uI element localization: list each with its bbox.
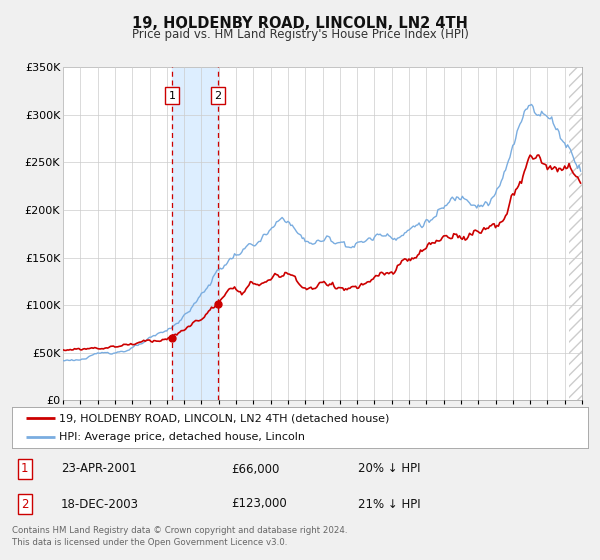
Text: 19, HOLDENBY ROAD, LINCOLN, LN2 4TH: 19, HOLDENBY ROAD, LINCOLN, LN2 4TH	[132, 16, 468, 31]
Text: Price paid vs. HM Land Registry's House Price Index (HPI): Price paid vs. HM Land Registry's House …	[131, 28, 469, 41]
Text: 1: 1	[169, 91, 175, 101]
Text: 23-APR-2001: 23-APR-2001	[61, 463, 137, 475]
Text: This data is licensed under the Open Government Licence v3.0.: This data is licensed under the Open Gov…	[12, 538, 287, 547]
Text: 19, HOLDENBY ROAD, LINCOLN, LN2 4TH (detached house): 19, HOLDENBY ROAD, LINCOLN, LN2 4TH (det…	[59, 413, 389, 423]
Bar	[172, 67, 218, 400]
Text: Contains HM Land Registry data © Crown copyright and database right 2024.: Contains HM Land Registry data © Crown c…	[12, 526, 347, 535]
Text: 1: 1	[21, 463, 28, 475]
Text: 18-DEC-2003: 18-DEC-2003	[61, 497, 139, 511]
Text: 2: 2	[214, 91, 221, 101]
Text: HPI: Average price, detached house, Lincoln: HPI: Average price, detached house, Linc…	[59, 432, 305, 442]
Text: 20% ↓ HPI: 20% ↓ HPI	[358, 463, 420, 475]
Text: £123,000: £123,000	[231, 497, 287, 511]
Text: £66,000: £66,000	[231, 463, 279, 475]
Bar	[569, 67, 582, 400]
Text: 2: 2	[21, 497, 28, 511]
Text: 21% ↓ HPI: 21% ↓ HPI	[358, 497, 420, 511]
Bar	[569, 67, 582, 400]
